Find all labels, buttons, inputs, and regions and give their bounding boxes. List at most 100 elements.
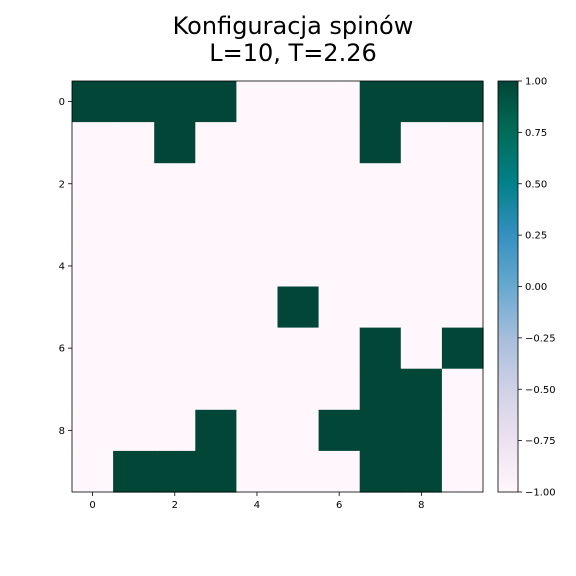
heatmap-cell-r6-c2 <box>154 327 196 370</box>
colorbar-tick-label: −1.00 <box>525 488 556 499</box>
y-tick-label: 4 <box>59 261 65 272</box>
heatmap-cell-r5-c1 <box>113 286 155 329</box>
heatmap-cell-r4-c1 <box>113 245 155 288</box>
x-tick-label: 8 <box>418 500 424 511</box>
heatmap-cell-r5-c8 <box>400 286 443 329</box>
heatmap-cell-r6-c0 <box>72 327 114 370</box>
colorbar-tick-label: 0.25 <box>525 231 547 242</box>
heatmap-cell-r8-c5 <box>277 409 320 452</box>
heatmap-cell-r3-c9 <box>441 204 484 246</box>
heatmap-cell-r5-c4 <box>236 286 279 329</box>
heatmap-cell-r3-c4 <box>236 204 279 246</box>
heatmap-cell-r4-c2 <box>154 245 196 288</box>
heatmap-cell-r3-c5 <box>277 204 320 246</box>
heatmap-cell-r4-c0 <box>72 245 114 288</box>
heatmap-cell-r9-c1 <box>113 450 155 493</box>
heatmap-cell-r9-c0 <box>72 450 114 493</box>
colorbar-gradient <box>498 81 518 492</box>
heatmap-cell-r2-c9 <box>441 163 484 205</box>
heatmap-cell-r7-c6 <box>318 368 361 411</box>
heatmap-cell-r7-c5 <box>277 368 320 411</box>
heatmap-cell-r8-c7 <box>359 409 402 452</box>
heatmap-cell-r7-c2 <box>154 368 196 411</box>
heatmap-cell-r5-c3 <box>195 286 237 329</box>
heatmap-cell-r0-c9 <box>441 81 484 123</box>
heatmap-cell-r6-c7 <box>359 327 402 370</box>
heatmap-cell-r7-c8 <box>400 368 443 411</box>
x-tick-label: 6 <box>336 500 342 511</box>
heatmap-cell-r2-c6 <box>318 163 361 205</box>
heatmap-cell-r1-c3 <box>195 122 237 164</box>
x-tick-label: 0 <box>89 500 95 511</box>
x-tick-label: 4 <box>254 500 260 511</box>
heatmap-cell-r2-c1 <box>113 163 155 205</box>
heatmap-cell-r9-c8 <box>400 450 443 493</box>
colorbar-tick-label: −0.50 <box>525 385 556 396</box>
y-axis: 0 2 4 6 8 <box>59 97 72 437</box>
colorbar-tick-label: 0.75 <box>525 128 547 139</box>
heatmap-cell-r3-c6 <box>318 204 361 246</box>
title-line-2: L=10, T=2.26 <box>209 39 376 67</box>
y-tick-label: 2 <box>59 179 65 190</box>
heatmap-cell-r0-c4 <box>236 81 279 123</box>
heatmap-cell-r0-c0 <box>72 81 114 123</box>
heatmap-cell-r2-c8 <box>400 163 443 205</box>
heatmap-cell-r0-c1 <box>113 81 155 123</box>
heatmap-cell-r0-c6 <box>318 81 361 123</box>
heatmap-cell-r8-c3 <box>195 409 237 452</box>
heatmap-cell-r1-c1 <box>113 122 155 164</box>
heatmap-cell-r3-c7 <box>359 204 402 246</box>
heatmap-cell-r2-c3 <box>195 163 237 205</box>
heatmap-cell-r9-c3 <box>195 450 237 493</box>
heatmap-cell-r7-c0 <box>72 368 114 411</box>
heatmap-cell-r4-c7 <box>359 245 402 288</box>
heatmap-cell-r7-c4 <box>236 368 279 411</box>
heatmap-cells <box>72 81 484 493</box>
heatmap-cell-r4-c3 <box>195 245 237 288</box>
colorbar-tick-label: 1.00 <box>525 77 547 88</box>
heatmap-cell-r8-c2 <box>154 409 196 452</box>
heatmap-cell-r6-c3 <box>195 327 237 370</box>
heatmap-cell-r2-c5 <box>277 163 320 205</box>
heatmap-cell-r1-c2 <box>154 122 196 164</box>
heatmap-cell-r8-c1 <box>113 409 155 452</box>
heatmap-cell-r4-c8 <box>400 245 443 288</box>
y-tick-label: 0 <box>59 97 65 108</box>
heatmap-cell-r3-c0 <box>72 204 114 246</box>
heatmap-cell-r3-c1 <box>113 204 155 246</box>
x-axis: 0 2 4 6 8 <box>89 492 425 511</box>
heatmap-cell-r5-c7 <box>359 286 402 329</box>
heatmap-cell-r8-c4 <box>236 409 279 452</box>
heatmap-cell-r7-c7 <box>359 368 402 411</box>
chart-title: Konfiguracja spinów L=10, T=2.26 <box>173 12 414 67</box>
heatmap-cell-r8-c6 <box>318 409 361 452</box>
heatmap-cell-r9-c6 <box>318 450 361 493</box>
colorbar-ticks: 1.00 0.75 0.50 0.25 0.00 −0.25 −0.50 −0.75 −1.00 <box>518 77 556 499</box>
y-tick-label: 8 <box>59 426 65 437</box>
heatmap-cell-r5-c6 <box>318 286 361 329</box>
heatmap-cell-r3-c3 <box>195 204 237 246</box>
heatmap-cell-r9-c5 <box>277 450 320 493</box>
heatmap-cell-r0-c3 <box>195 81 237 123</box>
heatmap-cell-r7-c9 <box>441 368 484 411</box>
heatmap-cell-r3-c8 <box>400 204 443 246</box>
heatmap-cell-r1-c4 <box>236 122 279 164</box>
heatmap-cell-r3-c2 <box>154 204 196 246</box>
heatmap-cell-r6-c5 <box>277 327 320 370</box>
y-tick-label: 6 <box>59 344 65 355</box>
heatmap-cell-r8-c8 <box>400 409 443 452</box>
heatmap-cell-r7-c3 <box>195 368 237 411</box>
heatmap-cell-r6-c4 <box>236 327 279 370</box>
heatmap-cell-r2-c7 <box>359 163 402 205</box>
heatmap-cell-r8-c9 <box>441 409 484 452</box>
heatmap-cell-r8-c0 <box>72 409 114 452</box>
heatmap-cell-r4-c9 <box>441 245 484 288</box>
heatmap-cell-r0-c5 <box>277 81 320 123</box>
heatmap-cell-r5-c9 <box>441 286 484 329</box>
heatmap-cell-r5-c0 <box>72 286 114 329</box>
heatmap-cell-r0-c7 <box>359 81 402 123</box>
heatmap-cell-r9-c2 <box>154 450 196 493</box>
heatmap-cell-r6-c6 <box>318 327 361 370</box>
heatmap-cell-r9-c7 <box>359 450 402 493</box>
heatmap-cell-r0-c8 <box>400 81 443 123</box>
